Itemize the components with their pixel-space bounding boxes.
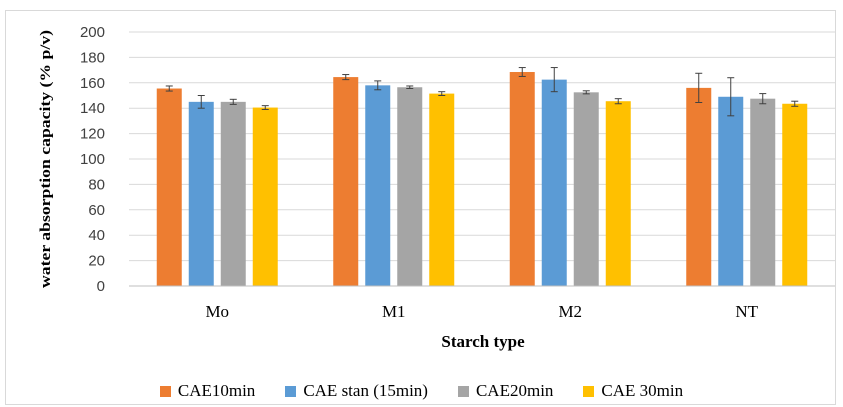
- bar: [718, 96, 744, 287]
- y-axis-ticks: 0 20 40 60 80 100 120 140 160 180 200: [80, 24, 105, 295]
- legend-swatch: [457, 385, 469, 397]
- bar: [509, 72, 535, 286]
- legend-item: CAE stan (15min): [285, 381, 428, 401]
- bar: [573, 92, 599, 286]
- bar: [397, 87, 423, 287]
- bar: [365, 85, 391, 286]
- x-category-label: M2: [558, 302, 582, 321]
- legend: CAE10min CAE stan (15min) CAE20min CAE 30mi…: [0, 381, 843, 401]
- legend-label: CAE10min: [177, 381, 256, 400]
- x-category-label: M1: [382, 302, 406, 321]
- bars: [156, 72, 808, 287]
- legend-swatch: [159, 385, 171, 397]
- y-tick-label: 80: [88, 176, 105, 193]
- y-tick-label: 200: [80, 24, 105, 41]
- legend-item: CAE20min: [457, 381, 554, 401]
- legend-swatch: [583, 385, 595, 397]
- y-tick-label: 120: [80, 126, 105, 143]
- legend-item: CAE10min: [159, 381, 256, 401]
- y-tick-label: 60: [88, 202, 105, 219]
- bar: [686, 87, 712, 286]
- bar: [605, 101, 631, 286]
- y-axis-title: water absorption capacity (% p/v): [38, 30, 54, 288]
- x-axis-categories: Mo M1 M2 NT: [205, 302, 758, 321]
- y-tick-label: 20: [88, 253, 105, 270]
- y-tick-label: 40: [88, 227, 105, 244]
- error-bars: [165, 67, 799, 117]
- bar: [429, 93, 455, 286]
- legend-swatch: [285, 385, 297, 397]
- bar: [252, 107, 278, 286]
- bar: [220, 101, 246, 286]
- bar: [782, 103, 808, 286]
- y-tick-label: 160: [80, 75, 105, 92]
- bar: [188, 101, 214, 286]
- legend-label: CAE stan (15min): [303, 381, 428, 400]
- bar: [541, 79, 567, 286]
- bar: [156, 88, 182, 286]
- x-axis-title: Starch type: [441, 332, 525, 351]
- y-tick-label: 100: [80, 151, 105, 168]
- x-category-label: Mo: [205, 302, 229, 321]
- y-tick-label: 140: [80, 100, 105, 117]
- legend-label: CAE20min: [475, 381, 554, 400]
- y-tick-label: 180: [80, 49, 105, 66]
- x-category-label: NT: [735, 302, 758, 321]
- bar: [750, 98, 776, 286]
- legend-label: CAE 30min: [601, 381, 684, 400]
- gridlines: [129, 31, 835, 262]
- legend-item: CAE 30min: [583, 381, 683, 401]
- y-tick-label: 0: [97, 278, 105, 295]
- bar: [333, 77, 359, 287]
